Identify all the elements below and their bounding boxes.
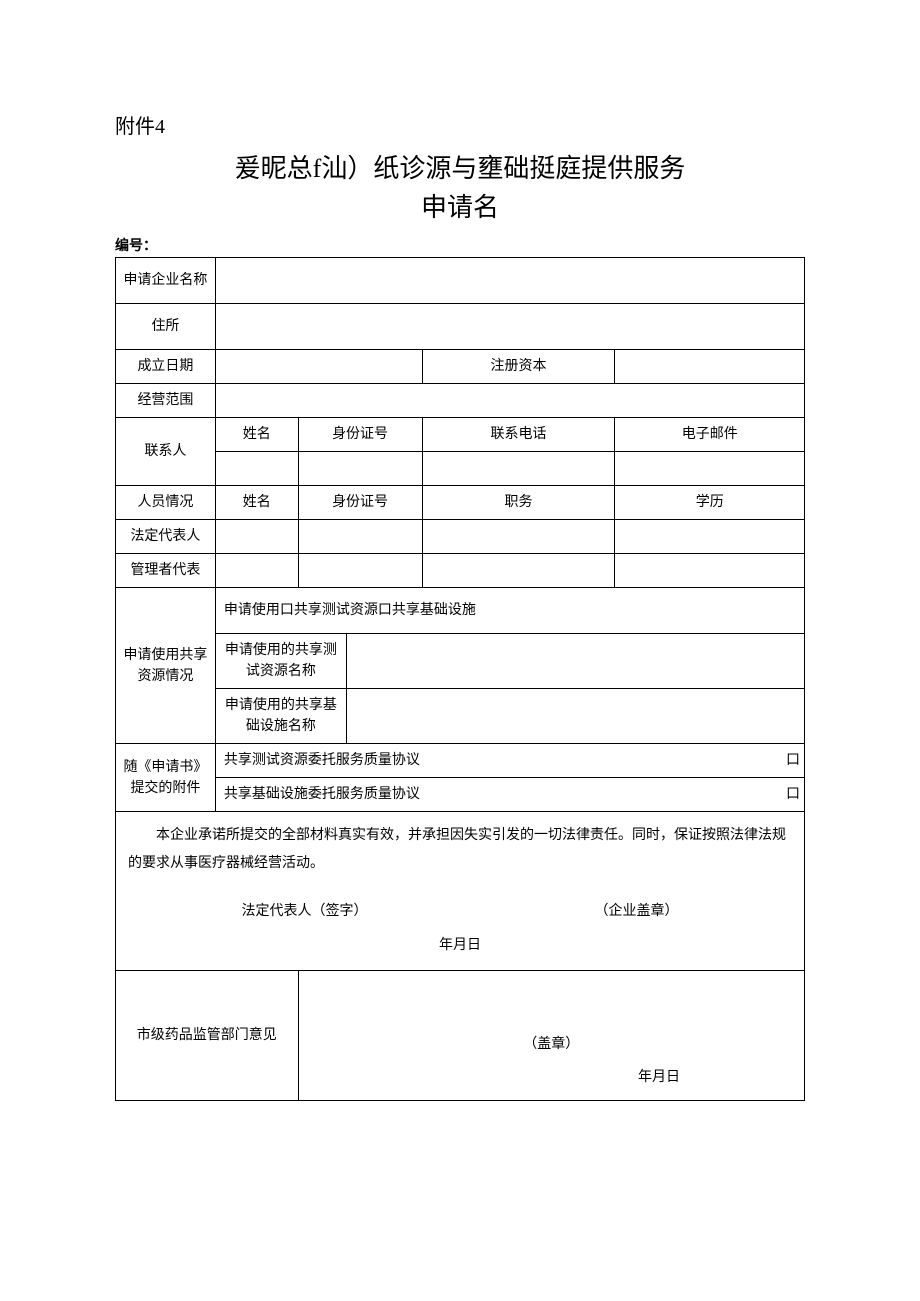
field-facility-name[interactable] [346,689,804,744]
field-test-resource-name[interactable] [346,634,804,689]
table-row [116,452,805,486]
label-contact-name: 姓名 [215,418,298,452]
table-row: 申请使用的共享基础设施名称 [116,689,805,744]
field-contact-email[interactable] [615,452,805,486]
field-manager-rep-id[interactable] [298,554,422,588]
field-market-opinion[interactable]: （盖章） 年月日 [298,971,804,1101]
table-row: 申请使用共享资源情况 申请使用口共享测试资源口共享基础设施 [116,588,805,634]
legal-rep-sign-label: 法定代表人（签字） [242,898,368,926]
label-address: 住所 [116,304,216,350]
label-personnel-id: 身份证号 [298,486,422,520]
attachment-label: 附件4 [115,110,805,139]
field-manager-rep-education[interactable] [615,554,805,588]
table-row: 申请企业名称 [116,258,805,304]
label-company-name: 申请企业名称 [116,258,216,304]
label-facility-name: 申请使用的共享基础设施名称 [215,689,346,744]
field-registered-capital[interactable] [615,350,805,384]
market-stamp-label: （盖章） [303,1034,800,1055]
label-attachments: 随《申请书》提交的附件 [116,744,216,812]
table-row: 人员情况 姓名 身份证号 职务 学历 [116,486,805,520]
table-row: 成立日期 注册资本 [116,350,805,384]
field-establish-date[interactable] [215,350,422,384]
checkbox-icon[interactable]: 口 [786,784,800,805]
checkbox-icon[interactable]: 口 [786,750,800,771]
field-legal-rep-education[interactable] [615,520,805,554]
field-request-options: 申请使用口共享测试资源口共享基础设施 [215,588,804,634]
field-test-agreement: 共享测试资源委托服务质量协议 口 [215,744,804,778]
document-title: 爰昵总f汕）纸诊源与壅础挺庭提供服务 申请名 [115,149,805,227]
label-shared-resource: 申请使用共享资源情况 [116,588,216,744]
field-facility-agreement: 共享基础设施委托服务质量协议 口 [215,778,804,812]
label-personnel-education: 学历 [615,486,805,520]
field-contact-phone[interactable] [422,452,615,486]
label-contact-id: 身份证号 [298,418,422,452]
table-row: 管理者代表 [116,554,805,588]
table-row: 本企业承诺所提交的全部材料真实有效，并承担因失实引发的一切法律责任。同时，保证按… [116,812,805,971]
table-row: 法定代表人 [116,520,805,554]
field-manager-rep-name[interactable] [215,554,298,588]
date-line: 年月日 [128,932,792,960]
table-row: 经营范围 [116,384,805,418]
table-row: 联系人 姓名 身份证号 联系电话 电子邮件 [116,418,805,452]
field-legal-rep-position[interactable] [422,520,615,554]
label-contact: 联系人 [116,418,216,486]
label-business-scope: 经营范围 [116,384,216,418]
table-row: 共享基础设施委托服务质量协议 口 [116,778,805,812]
test-agreement-text: 共享测试资源委托服务质量协议 [224,750,420,771]
field-contact-id[interactable] [298,452,422,486]
table-row: 住所 [116,304,805,350]
field-business-scope[interactable] [215,384,804,418]
label-market-opinion: 市级药品监管部门意见 [116,971,299,1101]
table-row: 随《申请书》提交的附件 共享测试资源委托服务质量协议 口 [116,744,805,778]
field-legal-rep-id[interactable] [298,520,422,554]
title-line-2: 申请名 [421,193,499,222]
company-stamp-label: （企业盖章） [595,898,679,926]
field-contact-name[interactable] [215,452,298,486]
label-manager-rep: 管理者代表 [116,554,216,588]
field-legal-rep-name[interactable] [215,520,298,554]
commitment-text: 本企业承诺所提交的全部材料真实有效，并承担因失实引发的一切法律责任。同时，保证按… [128,822,792,878]
label-personnel-name: 姓名 [215,486,298,520]
label-establish-date: 成立日期 [116,350,216,384]
label-test-resource-name: 申请使用的共享测试资源名称 [215,634,346,689]
label-contact-email: 电子邮件 [615,418,805,452]
label-contact-phone: 联系电话 [422,418,615,452]
title-line-1: 爰昵总f汕）纸诊源与壅础挺庭提供服务 [235,154,686,183]
application-form-table: 申请企业名称 住所 成立日期 注册资本 经营范围 联系人 姓名 身份证号 联系电… [115,257,805,1101]
form-number-label: 编号： [115,235,805,255]
facility-agreement-text: 共享基础设施委托服务质量协议 [224,784,420,805]
table-row: 申请使用的共享测试资源名称 [116,634,805,689]
market-date-label: 年月日 [303,1067,800,1088]
field-address[interactable] [215,304,804,350]
commitment-cell: 本企业承诺所提交的全部材料真实有效，并承担因失实引发的一切法律责任。同时，保证按… [116,812,805,971]
field-manager-rep-position[interactable] [422,554,615,588]
label-legal-rep: 法定代表人 [116,520,216,554]
label-personnel-position: 职务 [422,486,615,520]
label-personnel: 人员情况 [116,486,216,520]
table-row: 市级药品监管部门意见 （盖章） 年月日 [116,971,805,1101]
label-registered-capital: 注册资本 [422,350,615,384]
field-company-name[interactable] [215,258,804,304]
